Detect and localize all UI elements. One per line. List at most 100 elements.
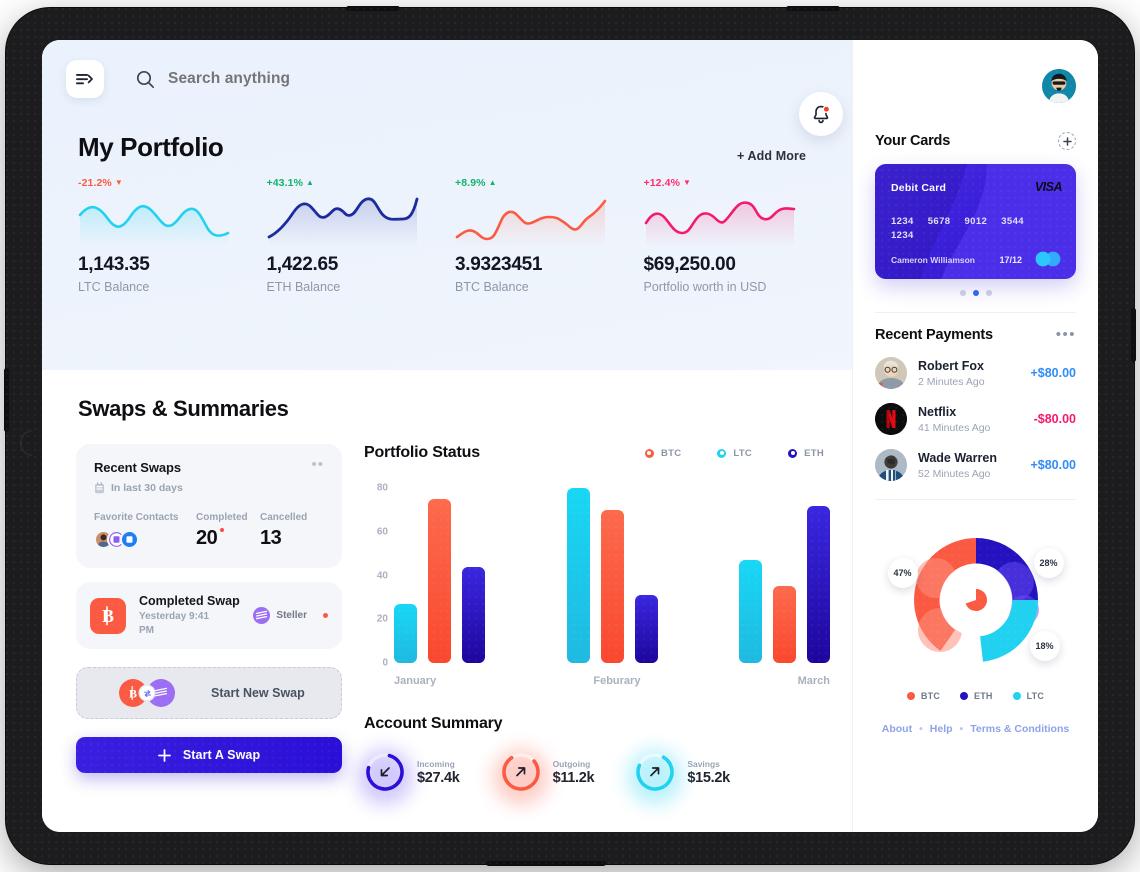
pager-dot-active[interactable] bbox=[972, 290, 979, 296]
account-summary-incoming[interactable]: Incoming $27.4k bbox=[357, 749, 460, 805]
y-tick: 80 bbox=[376, 482, 388, 494]
pager-dot[interactable] bbox=[985, 290, 992, 296]
legend-item-eth[interactable]: ETH bbox=[788, 448, 824, 459]
avatar-robert-fox bbox=[875, 357, 907, 389]
bar-btc[interactable] bbox=[773, 586, 796, 663]
account-summary-title: Account Summary bbox=[364, 715, 503, 732]
y-tick: 40 bbox=[376, 570, 388, 581]
x-tick-march: March bbox=[797, 675, 830, 687]
debit-card[interactable]: Debit Card VISA 1234 5678 9012 3544 1234… bbox=[875, 164, 1076, 279]
completed-label: Completed bbox=[196, 512, 248, 523]
card-number-group: 5678 bbox=[927, 216, 951, 227]
trend-down-icon: ▼ bbox=[114, 178, 123, 187]
user-avatar[interactable] bbox=[1042, 69, 1076, 103]
change-badge: +8.9% ▲ bbox=[455, 177, 644, 189]
summary-label: Outgoing bbox=[552, 758, 591, 769]
bar-ltc[interactable] bbox=[739, 560, 762, 663]
recent-swaps-card[interactable]: Recent Swaps bbox=[76, 444, 342, 568]
bar-group-march bbox=[739, 488, 830, 663]
payment-row-wade-warren[interactable]: Wade Warren 52 Minutes Ago +$80.00 bbox=[875, 449, 1076, 481]
search-input[interactable] bbox=[168, 70, 428, 88]
legend-color-swatch bbox=[717, 448, 727, 458]
search-bar[interactable] bbox=[136, 70, 428, 89]
account-summary-outgoing[interactable]: Outgoing $11.2k bbox=[492, 749, 595, 805]
balance-label: LTC Balance bbox=[78, 280, 150, 294]
x-axis: January Feburary March bbox=[364, 675, 830, 687]
portfolio-status-header: Portfolio Status BTC LTC bbox=[364, 444, 830, 462]
completed-swap-title: Completed Swap bbox=[139, 594, 240, 608]
bar-eth[interactable] bbox=[807, 505, 830, 663]
start-a-swap-button[interactable]: Start A Swap bbox=[76, 737, 342, 773]
favorite-contacts-label: Favorite Contacts bbox=[94, 512, 179, 523]
payment-name: Wade Warren bbox=[918, 450, 997, 465]
bar-btc[interactable] bbox=[428, 498, 451, 663]
provider-name: Steller bbox=[276, 610, 307, 621]
portfolio-stat-usd[interactable]: +12.4% ▼ $69,250.0 bbox=[644, 177, 833, 294]
card-number-group: 9012 bbox=[964, 216, 988, 227]
avatar-netflix bbox=[875, 403, 907, 435]
pager-dot[interactable] bbox=[959, 290, 966, 296]
payment-row-robert-fox[interactable]: Robert Fox 2 Minutes Ago +$80.00 bbox=[875, 357, 1076, 389]
footer-link-about[interactable]: About bbox=[881, 723, 913, 735]
trend-up-icon: ▲ bbox=[306, 178, 315, 187]
account-summary-savings[interactable]: Savings $15.2k bbox=[627, 749, 730, 805]
donut-badge-ltc: 18% bbox=[1029, 631, 1060, 661]
donut-legend-eth[interactable]: ETH bbox=[960, 691, 993, 701]
footer-link-help[interactable]: Help bbox=[929, 723, 953, 735]
bar-ltc[interactable] bbox=[566, 488, 590, 663]
legend-color-swatch bbox=[644, 448, 654, 458]
start-a-swap-label: Start A Swap bbox=[182, 748, 261, 762]
payment-row-netflix[interactable]: Netflix 41 Minutes Ago -$80.00 bbox=[875, 403, 1076, 435]
payment-amount: -$80.00 bbox=[1033, 412, 1076, 426]
portfolio-stat-ltc[interactable]: -21.2% ▼ 1,143.35 bbox=[78, 177, 267, 294]
payment-time: 41 Minutes Ago bbox=[918, 421, 991, 434]
trend-up-icon: ▲ bbox=[488, 178, 497, 187]
change-badge: +12.4% ▼ bbox=[644, 177, 833, 189]
legend-color-swatch bbox=[960, 692, 969, 700]
legend-item-btc[interactable]: BTC bbox=[644, 448, 681, 459]
bar-group-january bbox=[394, 488, 485, 663]
footer-link-terms[interactable]: Terms & Conditions bbox=[970, 723, 1070, 735]
recent-payments-title: Recent Payments bbox=[875, 327, 993, 343]
completed-swap-card[interactable]: B Completed Swap Yesterday 9:41 PM bbox=[76, 582, 342, 649]
bar-btc[interactable] bbox=[600, 509, 624, 663]
donut-legend-btc[interactable]: BTC bbox=[906, 691, 940, 701]
more-dots-icon[interactable]: •• bbox=[311, 456, 324, 473]
recent-swaps-title: Recent Swaps bbox=[94, 460, 181, 475]
menu-arrow-icon bbox=[76, 74, 93, 85]
legend-label: ETH bbox=[974, 691, 993, 701]
svg-text:B: B bbox=[129, 687, 137, 701]
more-dots-icon[interactable]: ••• bbox=[1055, 326, 1076, 344]
start-new-swap-card[interactable]: B bbox=[76, 667, 342, 719]
recent-payments-section: Recent Payments ••• bbox=[853, 327, 1098, 481]
add-more-button[interactable]: + Add More bbox=[737, 149, 806, 163]
card-number: 1234 5678 9012 3544 bbox=[891, 216, 1024, 227]
allocation-donut-chart: 47% 28% 18% bbox=[876, 518, 1076, 683]
balance-label: BTC Balance bbox=[455, 280, 529, 294]
menu-toggle-button[interactable] bbox=[66, 60, 104, 98]
donut-legend-ltc[interactable]: LTC bbox=[1012, 691, 1044, 701]
trend-down-icon: ▼ bbox=[683, 178, 692, 187]
y-tick: 20 bbox=[376, 613, 388, 625]
portfolio-stat-eth[interactable]: +43.1% ▲ 1,422.65 bbox=[267, 177, 456, 294]
change-value: +8.9% bbox=[455, 177, 486, 189]
notifications-button[interactable] bbox=[799, 92, 843, 136]
portfolio-stat-btc[interactable]: +8.9% ▲ 3.9323451 bbox=[455, 177, 644, 294]
summary-value: $11.2k bbox=[552, 769, 595, 786]
cancelled-value: 13 bbox=[260, 527, 282, 549]
completed-swap-subtitle: Yesterday 9:41 PM bbox=[139, 611, 210, 636]
donut-badge-eth: 28% bbox=[1033, 548, 1064, 578]
bar-eth[interactable] bbox=[634, 595, 658, 663]
swap-arrow-icon bbox=[140, 686, 154, 700]
plus-icon bbox=[1062, 136, 1072, 146]
bar-ltc[interactable] bbox=[394, 603, 417, 663]
visa-logo: VISA bbox=[1034, 180, 1063, 194]
card-number-group: 3544 bbox=[1001, 216, 1024, 227]
add-card-button[interactable] bbox=[1058, 132, 1076, 150]
bar-eth[interactable] bbox=[462, 566, 485, 663]
card-number-overflow: 1234 bbox=[891, 230, 914, 241]
avatar[interactable] bbox=[120, 530, 139, 549]
swaps-column: Recent Swaps bbox=[42, 444, 342, 793]
legend-item-ltc[interactable]: LTC bbox=[717, 448, 752, 459]
y-axis: 80 60 40 20 0 bbox=[364, 483, 394, 669]
